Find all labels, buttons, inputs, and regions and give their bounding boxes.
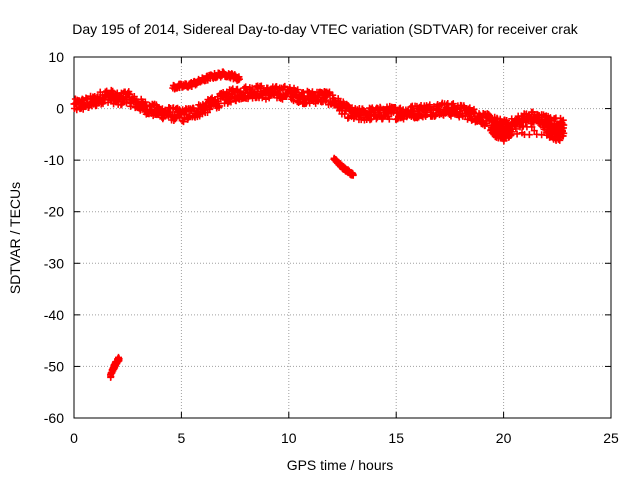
plus-marker: [115, 355, 123, 363]
plus-marker: [322, 96, 330, 104]
plus-marker: [508, 128, 516, 136]
y-tick-label: -10: [44, 152, 64, 168]
x-tick-label: 15: [388, 430, 404, 446]
y-tick-label: -50: [44, 358, 64, 374]
plus-marker: [513, 130, 521, 138]
plus-marker: [349, 171, 357, 179]
plus-marker: [235, 75, 243, 83]
plus-marker: [516, 121, 524, 129]
x-tick-label: 25: [603, 430, 619, 446]
y-tick-label: -40: [44, 307, 64, 323]
plus-marker: [528, 123, 536, 131]
x-tick-label: 5: [178, 430, 186, 446]
y-tick-label: 0: [56, 101, 64, 117]
x-tick-label: 0: [70, 430, 78, 446]
plus-marker: [385, 115, 393, 123]
series-upper-arc: [169, 68, 243, 93]
y-tick-label: 10: [48, 49, 64, 65]
series-mid-segment: [330, 154, 357, 179]
plus-marker: [248, 84, 256, 92]
plus-marker: [329, 91, 337, 99]
series-low-segment: [107, 353, 123, 381]
plus-marker: [525, 131, 533, 139]
plus-marker: [141, 98, 149, 106]
plus-marker: [215, 102, 223, 110]
y-axis-label: SDTVAR / TECUs: [7, 182, 23, 294]
plus-marker: [257, 82, 265, 90]
plus-marker: [107, 86, 115, 94]
plus-marker: [294, 86, 302, 94]
y-tick-label: -30: [44, 255, 64, 271]
plus-marker: [280, 83, 288, 91]
plus-marker: [227, 98, 235, 106]
plot-area-frame: [73, 56, 612, 419]
plus-marker: [237, 87, 245, 95]
plus-marker: [171, 115, 179, 123]
axis-ticks: 0 5 10 15 20 25 -60 -50 -40 -30 -20 -10 0 10: [44, 49, 619, 446]
data-points: [70, 68, 568, 381]
series-main-track: [70, 82, 568, 136]
plus-marker: [535, 119, 543, 127]
plus-marker: [180, 118, 188, 126]
chart-title: Day 195 of 2014, Sidereal Day-to-day VTE…: [72, 21, 578, 37]
plus-marker: [126, 90, 134, 98]
series-late-dip: [487, 119, 568, 145]
plus-marker: [206, 105, 214, 113]
y-tick-label: -20: [44, 204, 64, 220]
plus-marker: [262, 95, 270, 103]
plus-marker: [530, 127, 538, 135]
plus-marker: [503, 117, 511, 125]
plus-marker: [483, 119, 491, 127]
plus-marker: [560, 129, 568, 137]
x-tick-label: 20: [496, 430, 512, 446]
plus-marker: [341, 110, 349, 118]
y-tick-label: -60: [44, 410, 64, 426]
plus-marker: [449, 100, 457, 108]
x-tick-label: 10: [281, 430, 297, 446]
x-axis-label: GPS time / hours: [287, 457, 394, 473]
plus-marker: [273, 83, 281, 91]
